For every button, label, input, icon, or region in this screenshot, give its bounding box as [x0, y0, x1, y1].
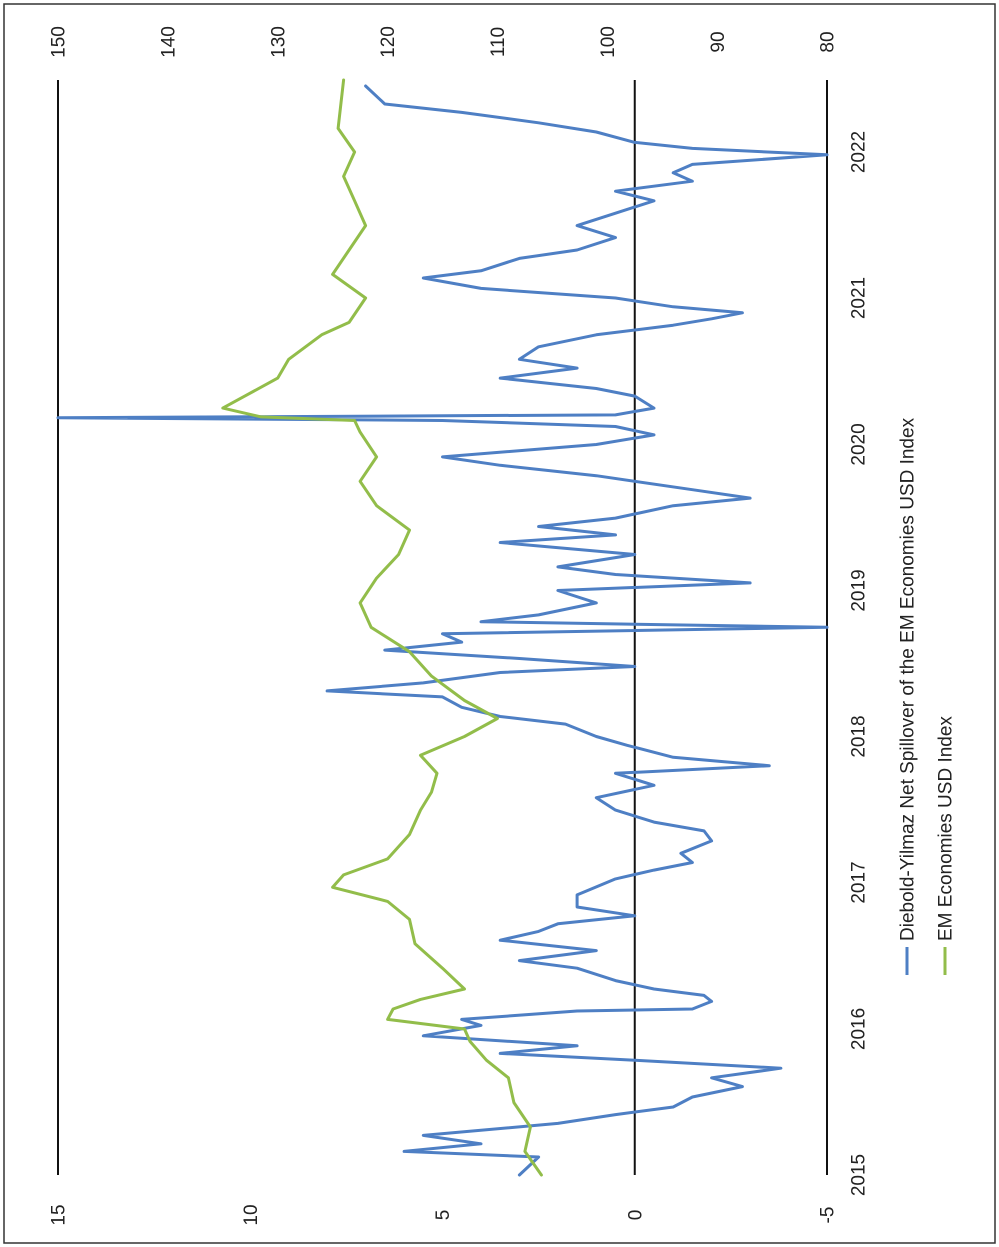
right-axis-tick-label: 90: [708, 31, 729, 52]
spillover-series-line: [56, 84, 829, 1177]
right-axis-tick-label: 110: [488, 27, 509, 57]
time-axis-tick-label: 2021: [849, 277, 870, 319]
left-axis-tick-label: 10: [241, 1204, 262, 1225]
right-axis-tick-label: 100: [598, 26, 619, 58]
series-lines: [56, 78, 829, 1177]
left-axis-tick-label: -5: [818, 1207, 839, 1224]
right-axis-tick-label: 150: [49, 26, 70, 58]
right-axis-tick-label: 120: [378, 26, 399, 58]
left-axis-tick-label: 0: [625, 1210, 646, 1221]
time-axis-tick-label: 2016: [849, 1008, 870, 1050]
right-axis-tick-label: 140: [159, 26, 180, 58]
tick-labels: -5 0 5 10 15 80 90 100 110 120 130 140 150 2015 2016 20…: [49, 26, 870, 1225]
time-axis-tick-label: 2018: [849, 715, 870, 757]
right-axis-tick-label: 80: [818, 31, 839, 52]
left-axis-tick-label: 15: [49, 1204, 70, 1225]
chart-frame: [3, 3, 996, 1244]
legend: Diebold-Yilmaz Net Spillover of the EM E…: [898, 417, 957, 975]
time-axis-tick-label: 2022: [849, 131, 870, 173]
time-axis-tick-label: 2015: [849, 1154, 870, 1196]
right-axis-tick-label: 130: [268, 26, 289, 58]
spillover-legend-label: Diebold-Yilmaz Net Spillover of the EM E…: [898, 417, 919, 941]
usd-index-legend-label: EM Economies USD Index: [936, 716, 957, 941]
time-axis-tick-label: 2019: [849, 569, 870, 611]
left-axis-tick-label: 5: [433, 1210, 454, 1221]
time-axis-tick-label: 2020: [849, 423, 870, 465]
usd-index-series-line: [221, 78, 543, 1177]
time-axis-tick-label: 2017: [849, 861, 870, 903]
